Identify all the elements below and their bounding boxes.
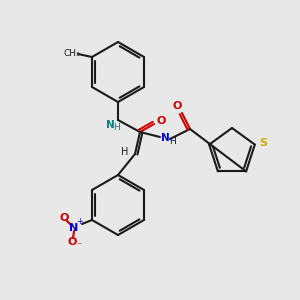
Text: O: O <box>59 213 69 223</box>
Text: CH₃: CH₃ <box>64 49 80 58</box>
Text: H: H <box>112 122 119 131</box>
Text: N: N <box>69 223 79 233</box>
Text: O: O <box>67 237 77 247</box>
Text: O: O <box>172 101 182 111</box>
Text: O: O <box>156 116 166 126</box>
Text: H: H <box>121 147 129 157</box>
Text: S: S <box>259 138 267 148</box>
Text: N: N <box>160 133 169 143</box>
Text: H: H <box>169 137 176 146</box>
Text: ⁻: ⁻ <box>76 241 82 251</box>
Text: N: N <box>106 120 114 130</box>
Text: +: + <box>76 218 83 226</box>
